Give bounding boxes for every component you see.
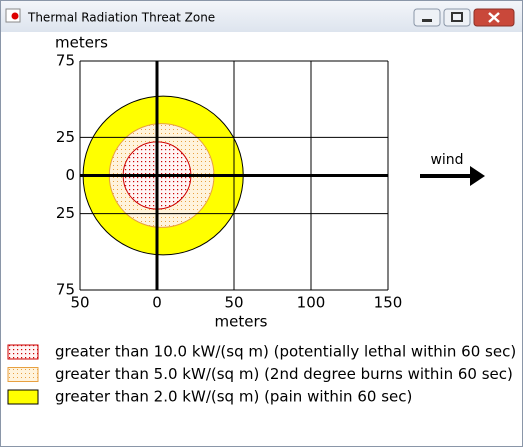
x-tick-label: 150 bbox=[374, 294, 403, 312]
wind-label: wind bbox=[430, 152, 463, 168]
x-tick-label: 100 bbox=[297, 294, 326, 312]
window-title: Thermal Radiation Threat Zone bbox=[27, 11, 215, 25]
y-tick-label: 25 bbox=[56, 204, 75, 222]
y-tick-label: 75 bbox=[56, 281, 75, 299]
x-tick-label: 50 bbox=[224, 294, 243, 312]
y-axis-label: meters bbox=[55, 34, 108, 52]
x-tick-label: 0 bbox=[152, 294, 162, 312]
maximize-button[interactable] bbox=[443, 8, 471, 27]
x-tick-label: 50 bbox=[70, 294, 89, 312]
legend-swatch bbox=[7, 344, 39, 360]
legend-label: greater than 2.0 kW/(sq m) (pain within … bbox=[55, 388, 412, 406]
y-tick-label: 25 bbox=[56, 128, 75, 146]
minimize-icon bbox=[422, 19, 432, 22]
close-icon bbox=[488, 12, 500, 23]
maximize-icon bbox=[451, 12, 463, 22]
legend-label: greater than 5.0 kW/(sq m) (2nd degree b… bbox=[55, 365, 513, 383]
app-icon-dot bbox=[11, 12, 19, 20]
legend-swatch bbox=[7, 367, 39, 382]
x-axis-label: meters bbox=[215, 313, 268, 331]
legend-label: greater than 10.0 kW/(sq m) (potentially… bbox=[55, 343, 516, 361]
y-tick-label: 0 bbox=[65, 166, 75, 184]
wind-arrow-head bbox=[470, 166, 485, 186]
minimize-button[interactable] bbox=[413, 8, 441, 27]
y-tick-label: 75 bbox=[56, 52, 75, 70]
legend-swatch bbox=[7, 389, 39, 405]
